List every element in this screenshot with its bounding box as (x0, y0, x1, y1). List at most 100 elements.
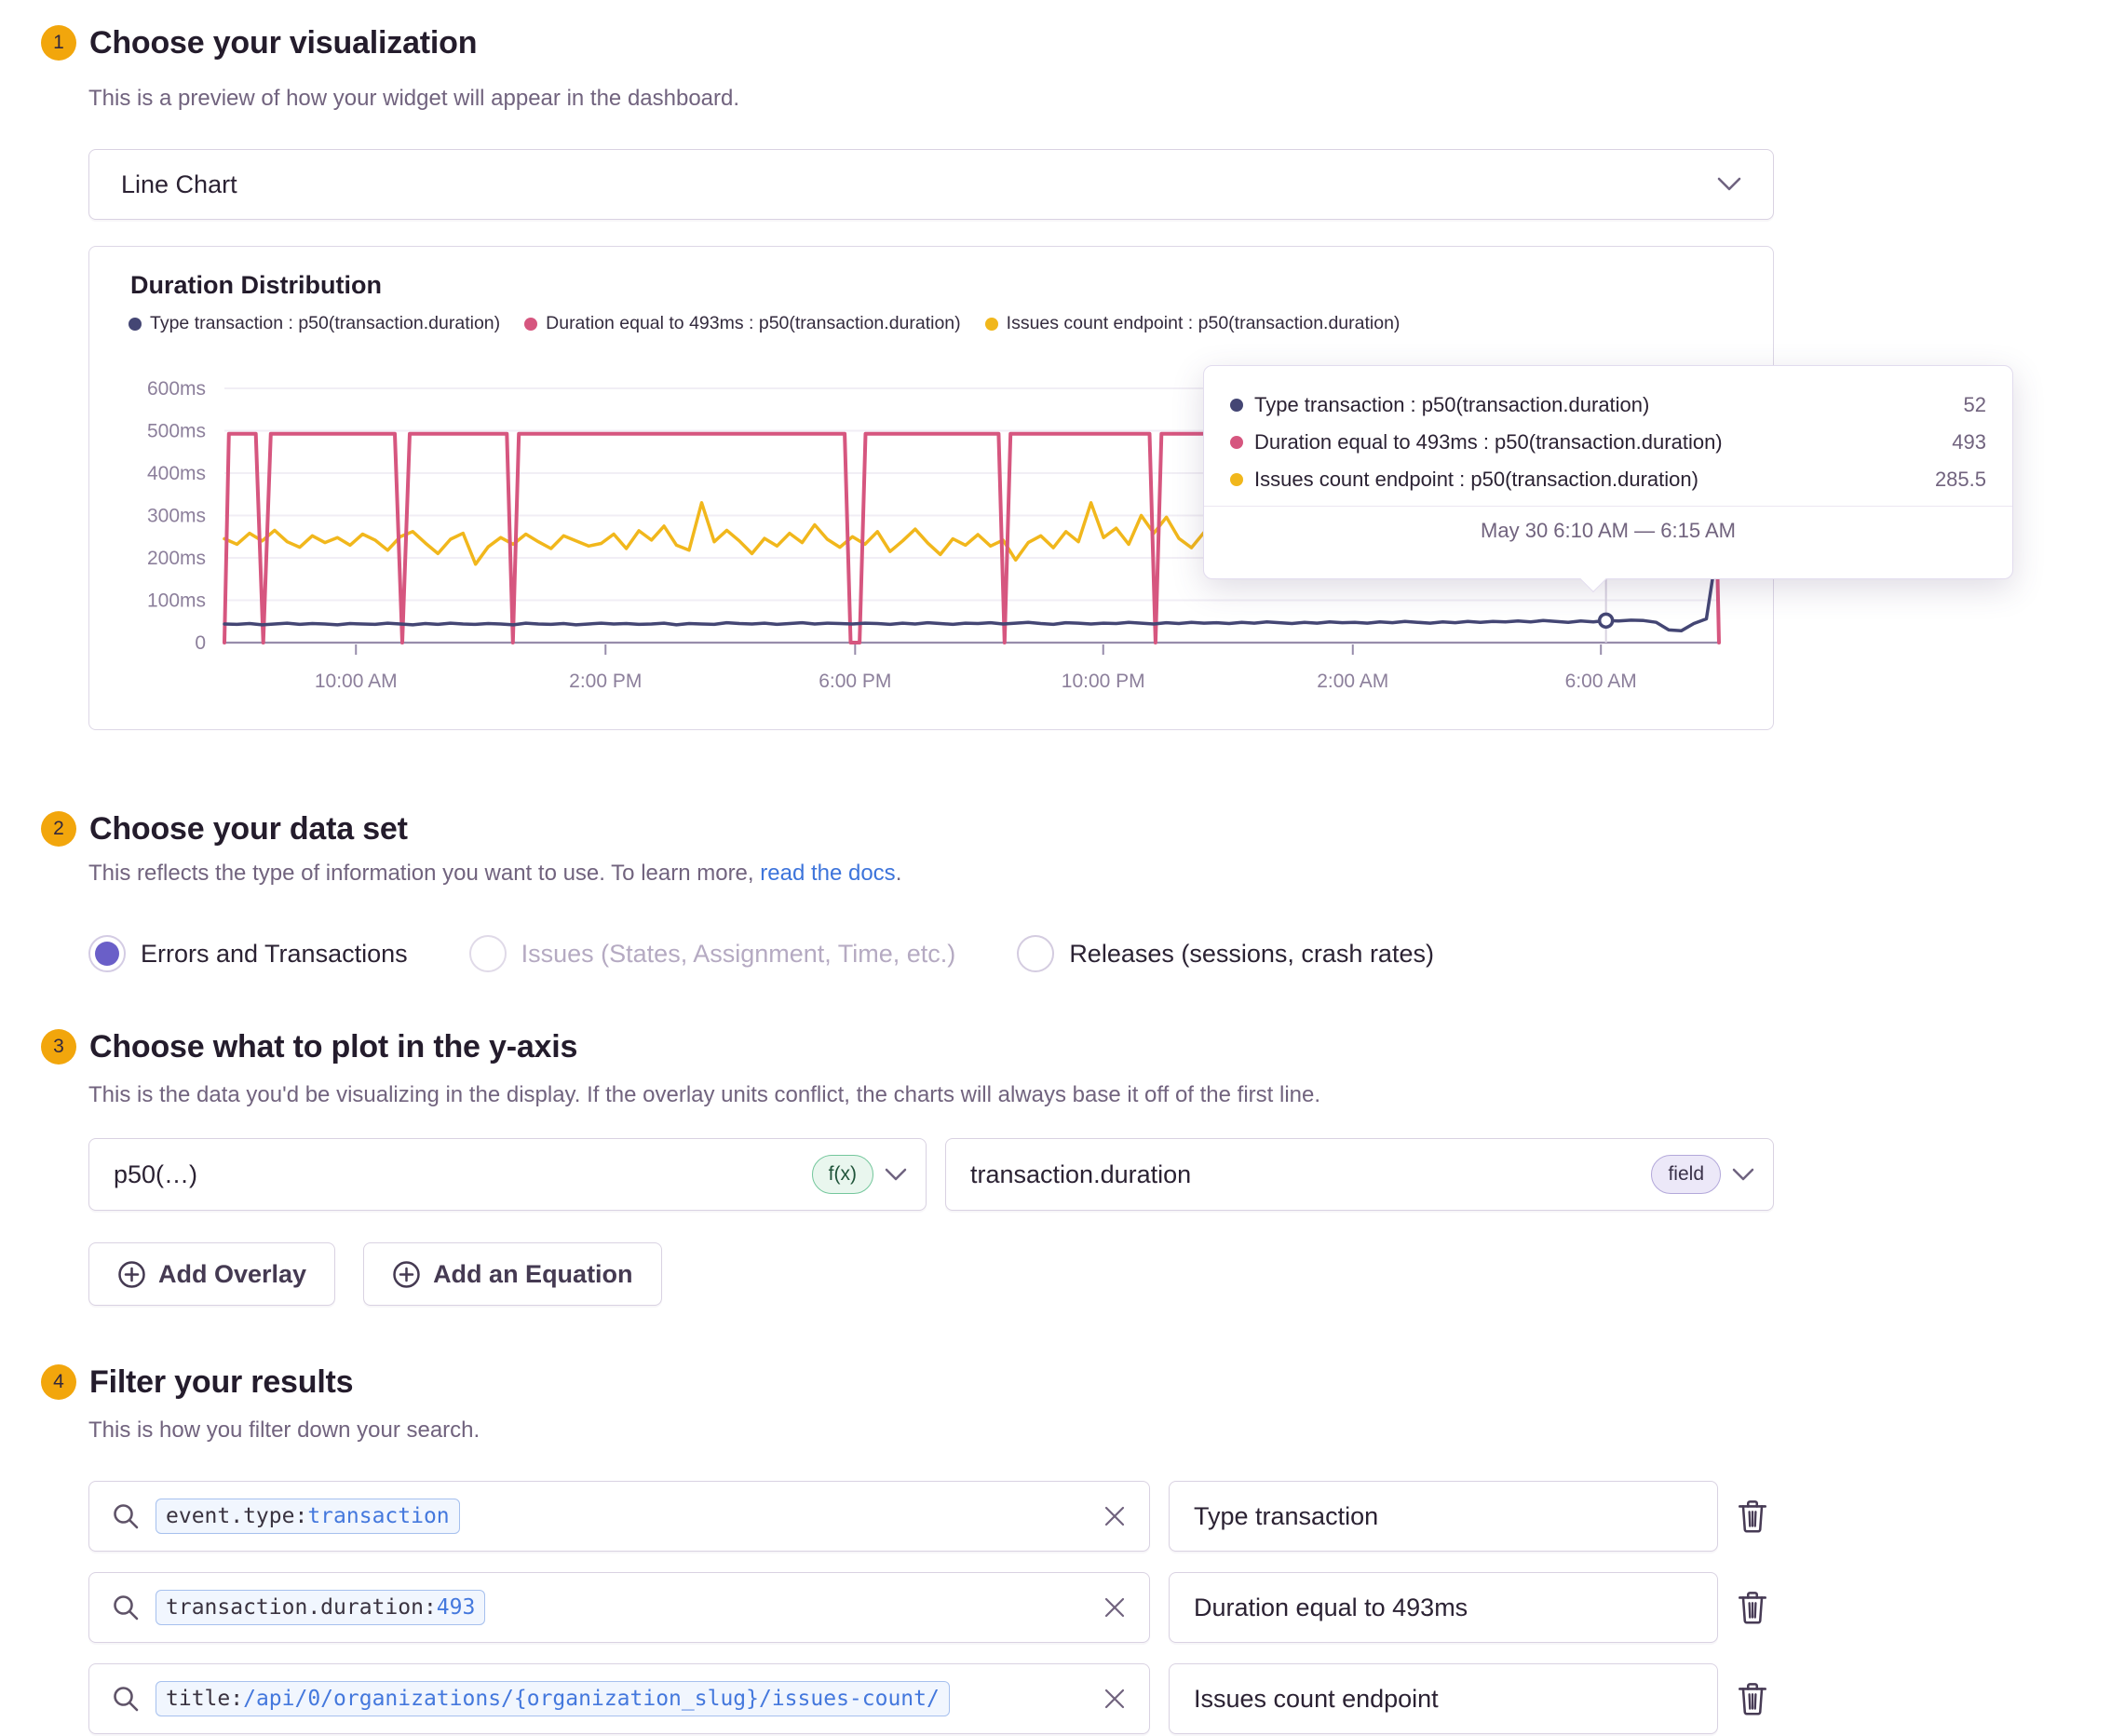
delete-filter-button[interactable] (1737, 1499, 1768, 1534)
section-dataset-header: 2 Choose your data set (41, 808, 2111, 849)
filter-row: event.type:transaction Type transaction (88, 1481, 2111, 1552)
delete-filter-button[interactable] (1737, 1590, 1768, 1625)
filter-token[interactable]: event.type:transaction (156, 1499, 460, 1534)
svg-text:400ms: 400ms (147, 463, 206, 484)
section-subtitle: This is a preview of how your widget wil… (88, 86, 740, 111)
aggregate-function-select[interactable]: p50(…) f(x) (88, 1138, 927, 1211)
legend-dot (984, 317, 998, 331)
clear-filter-button[interactable] (1103, 1687, 1127, 1711)
section-subtitle: This is the data you'd be visualizing in… (88, 1082, 1321, 1107)
field-select[interactable]: transaction.duration field (945, 1138, 1774, 1211)
radio-errors-and-transactions[interactable]: Errors and Transactions (88, 935, 408, 972)
svg-text:2:00 AM: 2:00 AM (1317, 671, 1388, 692)
clear-filter-button[interactable] (1103, 1504, 1127, 1528)
tooltip-series-value: 493 (1952, 430, 1986, 454)
legend-alias-input[interactable]: Issues count endpoint (1169, 1663, 1718, 1734)
section-visualization-header: 1 Choose your visualization (41, 22, 2111, 63)
svg-text:6:00 PM: 6:00 PM (819, 671, 891, 692)
tooltip-series-dot (1230, 399, 1243, 412)
section-yaxis-header: 3 Choose what to plot in the y-axis (41, 1026, 2111, 1067)
step-1-badge: 1 (41, 25, 76, 61)
subtitle-text: . (895, 861, 902, 886)
legend-item[interactable]: Type transaction : p50(transaction.durat… (129, 313, 500, 334)
radio-releases[interactable]: Releases (sessions, crash rates) (1017, 935, 1434, 972)
legend-alias-input[interactable]: Duration equal to 493ms (1169, 1572, 1718, 1643)
tooltip-timerange: May 30 6:10 AM — 6:15 AM (1481, 519, 1736, 542)
svg-text:0: 0 (195, 632, 206, 654)
search-icon (112, 1594, 141, 1622)
plus-circle-icon (392, 1260, 421, 1289)
add-equation-button[interactable]: Add an Equation (363, 1242, 662, 1306)
tooltip-series-dot (1230, 473, 1243, 486)
delete-filter-button[interactable] (1737, 1681, 1768, 1716)
chevron-down-icon (1717, 177, 1741, 192)
yaxis-buttons-row: Add Overlay Add an Equation (88, 1242, 2111, 1306)
step-2-badge: 2 (41, 811, 76, 847)
subtitle-text: This reflects the type of information yo… (88, 861, 761, 886)
token-key: event.type: (166, 1504, 308, 1528)
chart-tooltip: Type transaction : p50(transaction.durat… (1203, 365, 2013, 593)
tooltip-series-value: 52 (1963, 393, 1986, 416)
tooltip-row: Issues count endpoint : p50(transaction.… (1230, 461, 1986, 498)
section-title: Choose your visualization (89, 24, 478, 61)
add-overlay-button[interactable]: Add Overlay (88, 1242, 336, 1306)
radio-issues[interactable]: Issues (States, Assignment, Time, etc.) (468, 935, 955, 972)
function-badge: f(x) (811, 1155, 873, 1194)
token-value: /api/0/organizations/{organization_slug}… (243, 1687, 940, 1711)
yaxis-field-row: p50(…) f(x) transaction.duration field (88, 1138, 2111, 1211)
radio-selected-icon (88, 935, 126, 972)
section-filter-header: 4 Filter your results (41, 1362, 2111, 1403)
section-title: Choose your data set (89, 810, 408, 847)
radio-label: Releases (sessions, crash rates) (1069, 939, 1434, 968)
field-badge: field (1651, 1155, 1721, 1194)
legend-label: Issues count endpoint : p50(transaction.… (1006, 313, 1401, 333)
step-4-badge: 4 (41, 1364, 76, 1400)
svg-text:200ms: 200ms (147, 548, 206, 569)
legend-alias-value: Issues count endpoint (1194, 1684, 1439, 1713)
filter-search-input[interactable]: title:/api/0/organizations/{organization… (88, 1663, 1150, 1734)
token-value: 493 (436, 1595, 476, 1620)
legend-dot (524, 317, 538, 331)
chevron-down-icon (885, 1168, 907, 1182)
chart-title: Duration Distribution (130, 271, 382, 299)
filter-token[interactable]: title:/api/0/organizations/{organization… (156, 1681, 950, 1716)
filter-search-input[interactable]: transaction.duration:493 (88, 1572, 1150, 1643)
tooltip-divider (1204, 506, 2012, 507)
svg-text:2:00 PM: 2:00 PM (569, 671, 642, 692)
clear-filter-button[interactable] (1103, 1595, 1127, 1620)
tooltip-series-label: Type transaction : p50(transaction.durat… (1254, 393, 1650, 416)
token-key: title: (166, 1687, 244, 1711)
legend-item[interactable]: Duration equal to 493ms : p50(transactio… (524, 313, 961, 334)
search-icon (112, 1502, 141, 1531)
tooltip-series-label: Duration equal to 493ms : p50(transactio… (1254, 430, 1723, 454)
duration-distribution-chart[interactable]: 0 100ms 200ms 300ms 400ms 500ms 600ms 10:00 AM 2… (89, 340, 1772, 698)
filter-row: title:/api/0/organizations/{organization… (88, 1663, 2111, 1734)
radio-unselected-icon (1017, 935, 1055, 972)
legend-alias-input[interactable]: Type transaction (1169, 1481, 1718, 1552)
visualization-type-select[interactable]: Line Chart (88, 149, 1774, 220)
svg-text:10:00 PM: 10:00 PM (1062, 671, 1145, 692)
token-value: transaction (307, 1504, 450, 1528)
filter-search-input[interactable]: event.type:transaction (88, 1481, 1150, 1552)
tooltip-series-label: Issues count endpoint : p50(transaction.… (1254, 468, 1698, 491)
tooltip-row: Type transaction : p50(transaction.durat… (1230, 387, 1986, 424)
svg-text:300ms: 300ms (147, 506, 206, 527)
read-the-docs-link[interactable]: read the docs (760, 861, 896, 886)
legend-item[interactable]: Issues count endpoint : p50(transaction.… (984, 313, 1401, 334)
legend-alias-value: Type transaction (1194, 1501, 1379, 1530)
plus-circle-icon (117, 1260, 146, 1289)
filter-token[interactable]: transaction.duration:493 (156, 1590, 486, 1625)
step-3-badge: 3 (41, 1029, 76, 1065)
svg-text:600ms: 600ms (147, 378, 206, 400)
chevron-down-icon (1732, 1168, 1754, 1182)
aggregate-function-value: p50(…) (114, 1160, 198, 1188)
svg-text:500ms: 500ms (147, 421, 206, 442)
tooltip-series-value: 285.5 (1934, 468, 1986, 491)
svg-text:6:00 AM: 6:00 AM (1565, 671, 1637, 692)
field-value: transaction.duration (970, 1160, 1192, 1188)
tooltip-row: Duration equal to 493ms : p50(transactio… (1230, 424, 1986, 461)
tooltip-series-dot (1230, 436, 1243, 449)
visualization-type-value: Line Chart (121, 170, 237, 198)
token-key: transaction.duration: (166, 1595, 437, 1620)
